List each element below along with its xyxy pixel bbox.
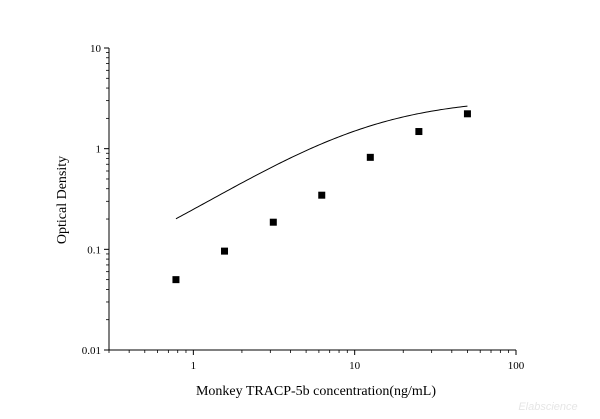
data-point [269,218,277,226]
fit-curve [175,105,468,220]
x-tick-label: 10 [349,360,361,372]
x-tick-label: 100 [508,360,525,372]
data-point [415,128,423,136]
data-points [172,110,471,284]
watermark: Elabscience [518,401,577,413]
data-point [463,110,471,118]
data-point [172,276,180,284]
y-tick-label: 1 [96,144,102,156]
data-point [221,247,229,255]
x-axis-title: Monkey TRACP-5b concentration(ng/mL) [196,384,436,399]
fit-curve-line [175,105,468,220]
y-tick-label: 0.01 [82,345,101,357]
data-point [318,191,326,199]
data-point [366,153,374,161]
axes: 0.01 0.1 1 10 1 10 100 [82,43,525,372]
y-tick-label: 10 [90,43,102,55]
x-tick-label: 1 [191,360,197,372]
y-axis-title: Optical Density [55,156,70,244]
y-tick-label: 0.1 [87,244,101,256]
